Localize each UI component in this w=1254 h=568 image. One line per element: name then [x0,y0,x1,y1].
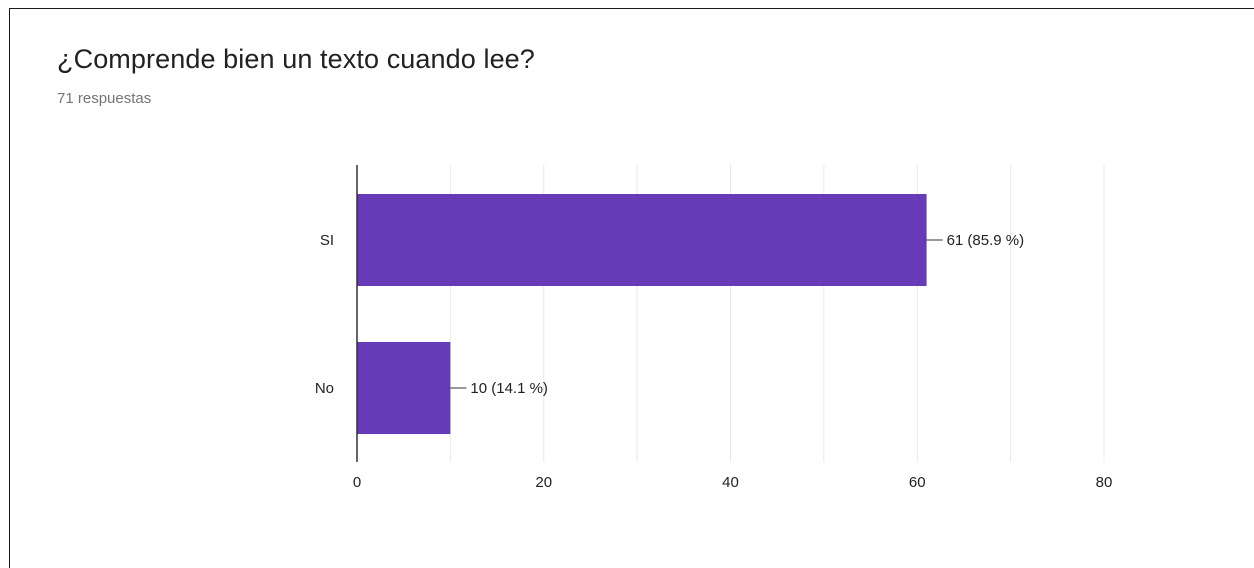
question-title: ¿Comprende bien un texto cuando lee? [57,44,535,74]
category-label: No [315,380,334,397]
x-tick-label: 0 [353,474,361,491]
response-count: 71 respuestas [57,90,152,107]
data-label: 10 (14.1 %) [470,380,548,397]
x-tick-label: 20 [535,474,552,491]
bar-no [357,342,451,434]
axes [356,165,943,462]
category-label: SI [320,232,334,249]
x-tick-label: 40 [722,474,739,491]
bar-si [357,194,927,286]
chart-card [9,8,1254,568]
x-tick-label: 80 [1096,474,1113,491]
x-tick-label: 60 [909,474,926,491]
data-label: 61 (85.9 %) [947,232,1025,249]
labels: 61 (85.9 %) SI 10 (14.1 %) No 0 20 40 60 80 [315,232,1113,491]
bars [357,194,927,434]
